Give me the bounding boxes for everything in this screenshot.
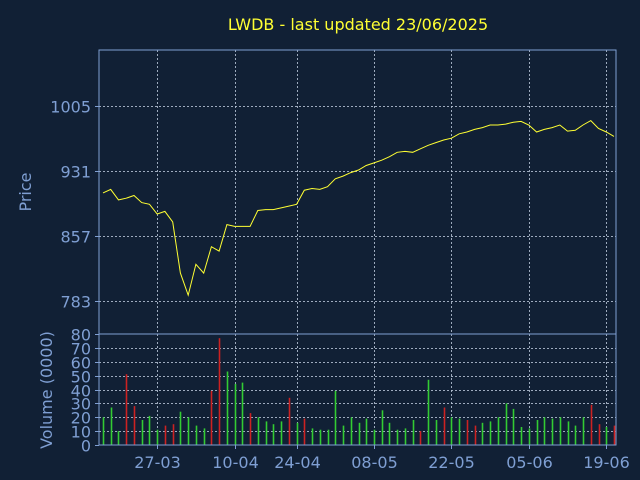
x-axis-ticks: 27-03 10-04 24-04 08-05 22-05 05-06 19-06 bbox=[134, 445, 630, 472]
price-y-tick-label: 857 bbox=[60, 228, 91, 247]
x-tick-label: 08-05 bbox=[351, 453, 398, 472]
volume-y-tick-label: 40 bbox=[71, 382, 91, 401]
x-tick-label: 27-03 bbox=[134, 453, 181, 472]
volume-y-tick-label: 50 bbox=[71, 368, 91, 387]
volume-y-tick-label: 60 bbox=[71, 354, 91, 373]
price-y-tick-label: 931 bbox=[60, 163, 91, 182]
volume-y-tick-label: 80 bbox=[71, 326, 91, 345]
price-axis-label: Price bbox=[16, 172, 35, 211]
volume-axis-label: Volume (0000) bbox=[37, 331, 56, 449]
chart-title: LWDB - last updated 23/06/2025 bbox=[228, 15, 488, 34]
volume-y-tick-label: 0 bbox=[81, 437, 91, 456]
price-frame bbox=[98, 49, 617, 335]
x-tick-label: 10-04 bbox=[212, 453, 259, 472]
volume-y-tick-label: 30 bbox=[71, 395, 91, 414]
price-y-tick-label: 783 bbox=[60, 293, 91, 312]
volume-y-tick-label: 70 bbox=[71, 340, 91, 359]
price-grid bbox=[99, 50, 616, 334]
price-y-ticks: 783 857 931 1005 bbox=[50, 98, 99, 312]
x-tick-label: 24-04 bbox=[274, 453, 321, 472]
price-y-tick-label: 1005 bbox=[50, 98, 91, 117]
volume-frame bbox=[98, 333, 617, 446]
volume-bars bbox=[102, 338, 616, 445]
volume-y-tick-label: 20 bbox=[71, 409, 91, 428]
price-line bbox=[102, 119, 615, 297]
x-tick-label: 22-05 bbox=[428, 453, 475, 472]
volume-grid bbox=[99, 334, 616, 445]
x-tick-label: 05-06 bbox=[506, 453, 553, 472]
volume-y-tick-label: 10 bbox=[71, 423, 91, 442]
x-tick-label: 19-06 bbox=[583, 453, 630, 472]
